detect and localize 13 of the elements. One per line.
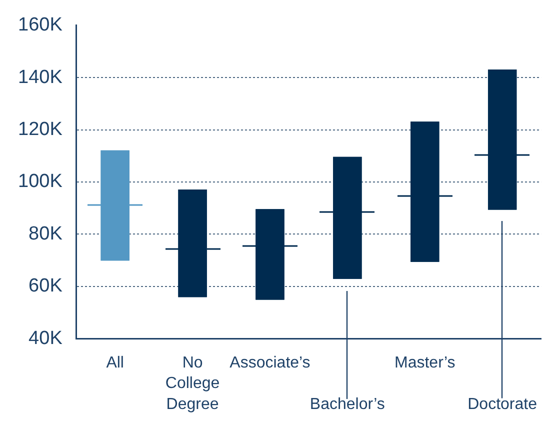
y-tick-label: 120K	[18, 119, 63, 140]
y-tick-label: 40K	[28, 328, 63, 349]
x-tick-label: Doctorate	[468, 396, 538, 414]
x-tick-label: All	[106, 354, 124, 372]
y-tick-label: 80K	[28, 223, 63, 244]
y-tick-label: 140K	[18, 66, 63, 88]
x-tick-label: Master’s	[394, 354, 456, 372]
x-tick-label: Associate’s	[230, 354, 310, 372]
y-tick-label: 60K	[28, 276, 63, 297]
x-tick-label: No College Degree	[165, 354, 220, 414]
x-tick-label: Bachelor’s	[310, 396, 385, 414]
y-tick-label: 160K	[18, 14, 63, 36]
y-tick-label: 100K	[18, 171, 63, 192]
